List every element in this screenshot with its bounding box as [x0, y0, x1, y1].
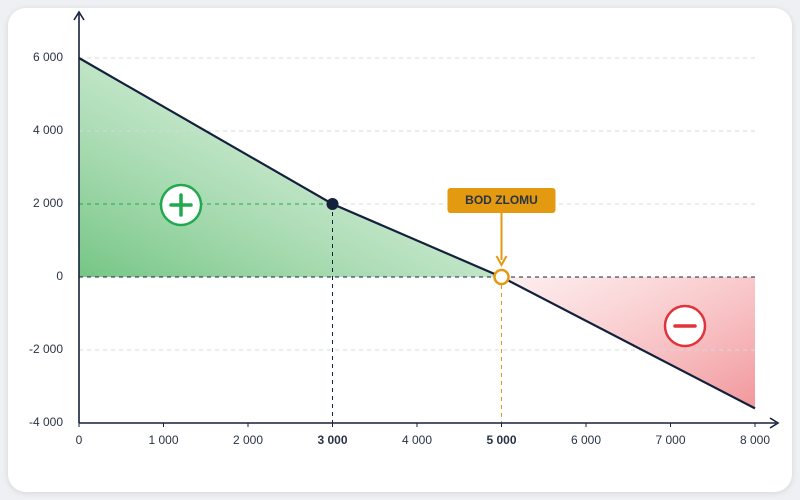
y-tick-label: -2 000: [29, 342, 63, 356]
y-tick-label: -4 000: [29, 415, 63, 429]
y-tick-label: 4 000: [33, 123, 63, 137]
y-tick-label: 2 000: [33, 196, 63, 210]
annotation-text: BOD ZLOMU: [465, 193, 538, 207]
x-tick-label: 5 000: [486, 433, 516, 447]
y-axis-arrow: [73, 10, 85, 21]
break-even-point: [493, 268, 510, 286]
x-tick-label: 7 000: [655, 433, 685, 447]
x-tick-label: 4 000: [402, 433, 432, 447]
plot: -4 000 -2 000 0 2 000 4 000 6 000 0 1 000 2 000 3…: [29, 10, 780, 447]
point: [326, 198, 339, 210]
line: [78, 57, 756, 410]
y-tick-label: 6 000: [33, 50, 63, 64]
annotation-arrowhead: [495, 255, 508, 268]
x-tick-label: 3 000: [317, 433, 347, 447]
x-tick-label: 8 000: [740, 433, 770, 447]
x-tick-label: 1 000: [148, 433, 178, 447]
annotation-box: [447, 188, 556, 213]
x-tick-label: 0: [76, 433, 83, 447]
x-tick-label: 2 000: [233, 433, 263, 447]
y-tick-label: 0: [56, 269, 63, 283]
x-axis-arrow: [769, 417, 780, 429]
profit-icon-plus: [169, 193, 193, 217]
x-tick-label: 6 000: [571, 433, 601, 447]
